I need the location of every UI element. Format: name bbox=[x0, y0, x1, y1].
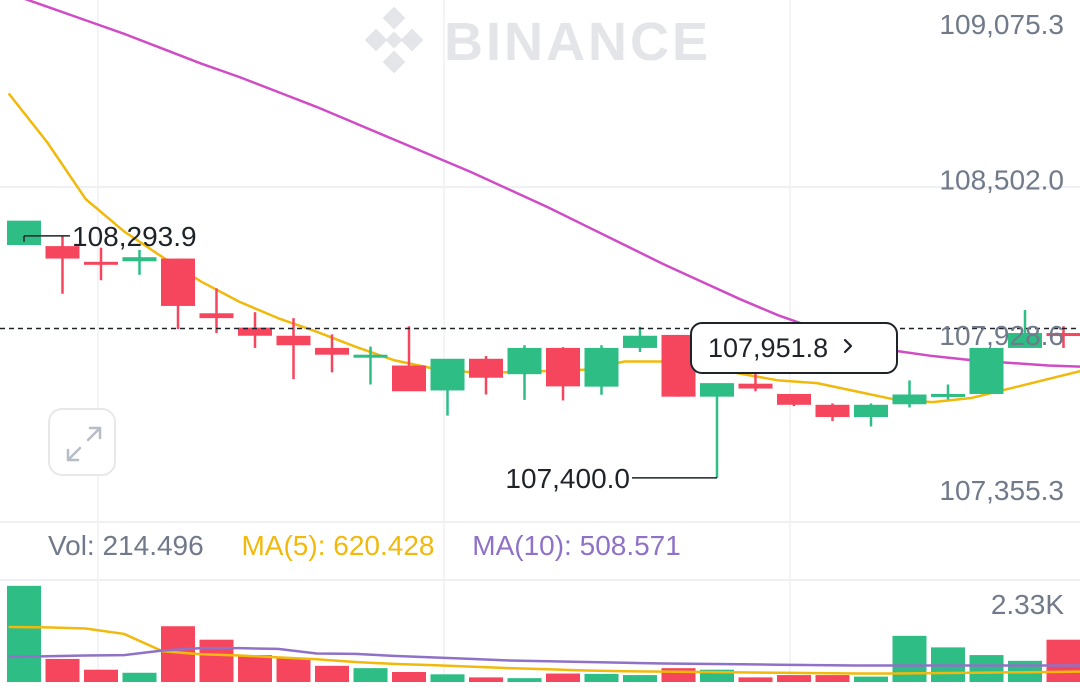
candle bbox=[123, 250, 157, 275]
candle-body bbox=[469, 359, 503, 378]
candle bbox=[315, 334, 349, 372]
candle bbox=[893, 380, 927, 407]
candle-body bbox=[354, 355, 388, 358]
candle bbox=[739, 374, 773, 392]
candle-body bbox=[315, 348, 349, 355]
candle-body bbox=[854, 405, 888, 417]
candle bbox=[431, 359, 465, 416]
binance-watermark: BINANCE bbox=[365, 7, 711, 74]
candle-body bbox=[200, 313, 234, 318]
volume-bar bbox=[46, 659, 80, 682]
price-axis: 109,075.3 108,502.0 107,928.6 107,355.3 bbox=[939, 9, 1064, 506]
candle bbox=[546, 347, 580, 400]
volume-bar bbox=[200, 640, 234, 682]
candle-body bbox=[431, 359, 465, 391]
volume-bar bbox=[854, 677, 888, 682]
volume-bar bbox=[777, 675, 811, 682]
candle-body bbox=[931, 394, 965, 397]
volume-bar bbox=[662, 668, 696, 682]
candle bbox=[585, 345, 619, 395]
volume-axis: 2.33K bbox=[991, 589, 1064, 620]
candle bbox=[700, 383, 734, 478]
current-price-tag[interactable]: 107,951.8 bbox=[690, 322, 898, 374]
volume-bar bbox=[585, 674, 619, 682]
volume-bar bbox=[623, 675, 657, 682]
expand-arrows-icon bbox=[50, 410, 118, 478]
candle bbox=[238, 312, 272, 348]
candle-body bbox=[392, 366, 426, 392]
expand-button[interactable] bbox=[48, 408, 116, 476]
candle-body bbox=[739, 384, 773, 389]
volume-bar bbox=[893, 636, 927, 682]
price-axis-label: 107,928.6 bbox=[939, 320, 1064, 351]
watermark-text: BINANCE bbox=[444, 12, 711, 72]
volume-bar bbox=[970, 655, 1004, 682]
volume-bar bbox=[7, 586, 41, 682]
candle-body bbox=[893, 395, 927, 405]
volume-bar bbox=[392, 672, 426, 682]
candle-body bbox=[816, 405, 850, 417]
candle bbox=[354, 347, 388, 385]
candle-body bbox=[585, 348, 619, 387]
volume-bars bbox=[7, 586, 1080, 682]
volume-bar bbox=[546, 674, 580, 682]
candle-body bbox=[161, 259, 195, 306]
volume-bar bbox=[238, 655, 272, 682]
candle-body bbox=[700, 383, 734, 397]
candle-body bbox=[777, 394, 811, 405]
candle bbox=[161, 259, 195, 329]
candle bbox=[854, 403, 888, 426]
low-annotation: 107,400.0 bbox=[505, 463, 717, 494]
candle-body bbox=[84, 262, 118, 265]
candle-body bbox=[623, 336, 657, 348]
volume-ma10-value: MA(10): 508.571 bbox=[472, 530, 681, 561]
candle-body bbox=[546, 348, 580, 386]
volume-bar bbox=[739, 677, 773, 682]
candle bbox=[931, 384, 965, 399]
candle bbox=[623, 327, 657, 352]
chevron-right-icon bbox=[842, 335, 854, 361]
candle bbox=[508, 345, 542, 400]
volume-bar bbox=[277, 658, 311, 682]
volume-bar bbox=[84, 670, 118, 682]
volume-bar bbox=[469, 677, 503, 682]
volume-bar bbox=[1047, 640, 1080, 682]
binance-diamond-logo bbox=[365, 7, 424, 74]
volume-bar bbox=[508, 678, 542, 682]
volume-ma5-value: MA(5): 620.428 bbox=[241, 530, 434, 561]
high-price-label: 108,293.9 bbox=[72, 221, 197, 252]
volume-legend: Vol: 214.496 MA(5): 620.428 MA(10): 508.… bbox=[48, 530, 711, 562]
candles bbox=[7, 221, 1080, 478]
candle bbox=[84, 248, 118, 280]
volume-axis-label: 2.33K bbox=[991, 589, 1064, 620]
candle-body bbox=[277, 336, 311, 345]
volume-value: Vol: 214.496 bbox=[48, 530, 204, 561]
price-axis-label: 108,502.0 bbox=[939, 164, 1064, 195]
low-price-label: 107,400.0 bbox=[505, 463, 630, 494]
volume-bar bbox=[123, 673, 157, 682]
price-axis-label: 107,355.3 bbox=[939, 475, 1064, 506]
candle bbox=[777, 394, 811, 406]
volume-bar bbox=[354, 668, 388, 682]
candle bbox=[392, 326, 426, 391]
volume-bar bbox=[431, 674, 465, 682]
candle-body bbox=[508, 348, 542, 374]
volume-bar bbox=[315, 666, 349, 682]
current-price-value: 107,951.8 bbox=[708, 333, 828, 364]
candle-body bbox=[970, 348, 1004, 394]
volume-bar bbox=[816, 675, 850, 682]
candle bbox=[970, 348, 1004, 394]
candle bbox=[816, 403, 850, 421]
candle-body bbox=[123, 257, 157, 261]
price-axis-label: 109,075.3 bbox=[939, 9, 1064, 40]
candle bbox=[469, 356, 503, 394]
